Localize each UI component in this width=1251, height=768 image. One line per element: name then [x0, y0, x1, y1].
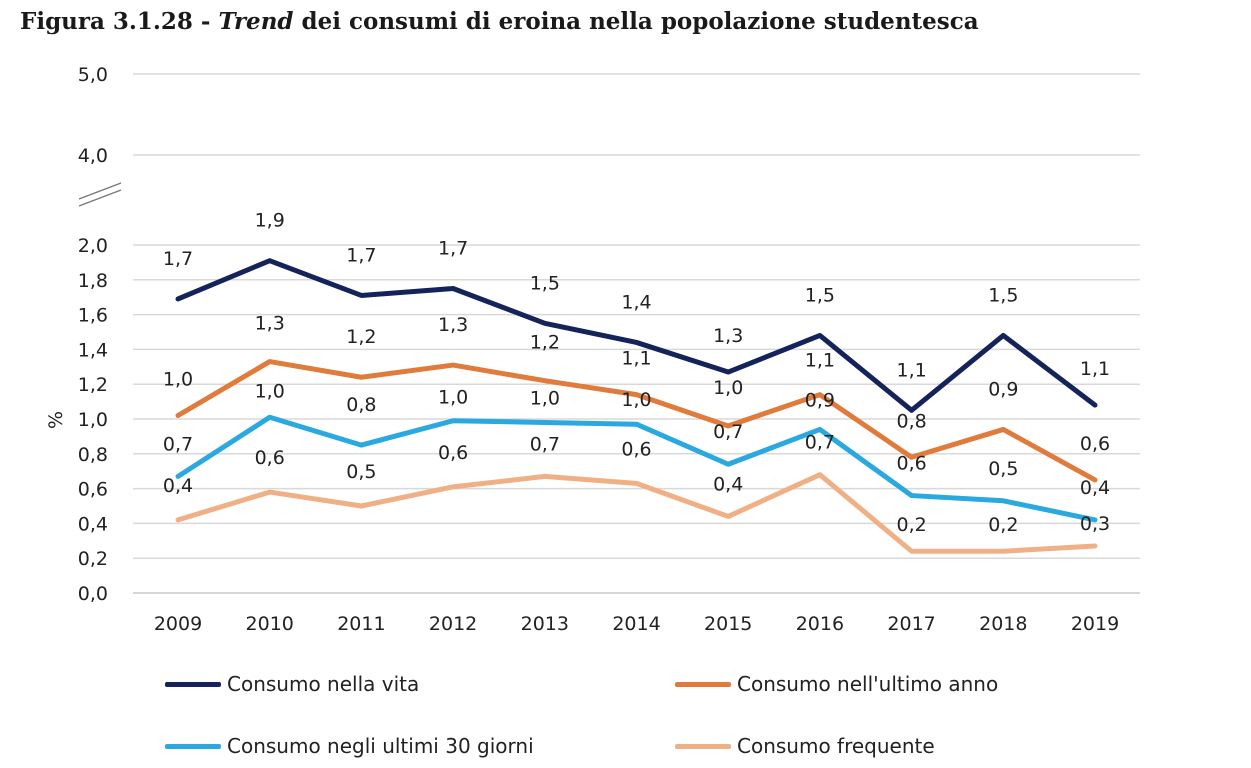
data-label: 1,2	[530, 332, 560, 354]
y-tick-label: 5,0	[78, 64, 108, 86]
data-label: 1,5	[805, 284, 835, 306]
y-tick-label: 0,2	[78, 548, 108, 570]
legend-label: Consumo negli ultimi 30 giorni	[227, 734, 534, 758]
data-label: 0,7	[713, 421, 743, 443]
y-tick-label: 1,0	[78, 409, 108, 431]
data-label: 0,4	[163, 475, 193, 497]
data-label: 0,8	[896, 410, 926, 432]
axis-break-line	[78, 189, 122, 207]
data-label: 0,2	[896, 514, 926, 536]
y-axis-ticks: 0,0 0,2 0,4 0,6 0,8 1,0 1,2 1,4 1,6 1,8 2,0 4,0 5,0	[78, 64, 108, 605]
x-axis-ticks: 2009 2010 2011 2012 2013 2014 2015 2016 2017 2018…	[154, 613, 1119, 635]
x-tick-label: 2010	[246, 613, 294, 635]
legend-item: Consumo frequente	[675, 734, 935, 758]
data-label: 0,4	[713, 473, 743, 495]
data-label: 1,1	[896, 359, 926, 381]
axis-break-mark	[78, 182, 122, 207]
x-tick-label: 2014	[612, 613, 660, 635]
data-label: 0,6	[621, 438, 651, 460]
data-label: 0,4	[1080, 477, 1110, 499]
data-label: 0,7	[805, 432, 835, 454]
data-label: 1,1	[1080, 358, 1110, 380]
line-chart: 0,00,20,40,60,81,01,21,41,61,82,04,05,0 …	[45, 64, 1140, 635]
data-label: 0,3	[1080, 513, 1110, 535]
data-label: 1,3	[255, 313, 285, 335]
data-label: 1,9	[255, 210, 285, 232]
data-label: 0,2	[988, 514, 1018, 536]
x-tick-label: 2015	[704, 613, 752, 635]
y-tick-label: 2,0	[78, 235, 108, 257]
data-label: 1,1	[621, 348, 651, 370]
data-label: 1,0	[438, 387, 468, 409]
x-tick-label: 2019	[1071, 613, 1119, 635]
y-axis-label: %	[45, 411, 67, 429]
data-label: 1,0	[530, 387, 560, 409]
axis-break-line	[78, 182, 122, 200]
data-label: 0,8	[346, 394, 376, 416]
series-lines	[175, 258, 1098, 554]
series-line-1	[175, 359, 1098, 483]
x-tick-label: 2013	[521, 613, 569, 635]
y-tick-label: 0,8	[78, 444, 108, 466]
data-label: 1,0	[255, 380, 285, 402]
legend-label: Consumo nella vita	[227, 672, 420, 696]
data-label: 1,0	[621, 389, 651, 411]
data-label: 1,7	[163, 248, 193, 270]
data-label: 1,0	[163, 369, 193, 391]
data-label: 0,6	[255, 447, 285, 469]
data-label: 1,5	[530, 272, 560, 294]
legend-item: Consumo nella vita	[165, 672, 419, 696]
data-label: 0,5	[988, 458, 1018, 480]
x-tick-label: 2012	[429, 613, 477, 635]
legend-swatch	[165, 681, 221, 687]
x-tick-label: 2009	[154, 613, 202, 635]
y-tick-label: 1,4	[78, 339, 108, 361]
x-tick-label: 2016	[796, 613, 844, 635]
legend-item: Consumo nell'ultimo anno	[675, 672, 998, 696]
series-line-0	[175, 258, 1098, 413]
y-tick-label: 0,6	[78, 479, 108, 501]
data-label: 1,1	[805, 350, 835, 372]
y-tick-label: 1,2	[78, 374, 108, 396]
legend-item: Consumo negli ultimi 30 giorni	[165, 734, 534, 758]
y-tick-label: 1,8	[78, 270, 108, 292]
legend-swatch	[675, 743, 731, 749]
data-label: 1,3	[438, 314, 468, 336]
data-label: 1,7	[438, 238, 468, 260]
data-label: 0,7	[530, 433, 560, 455]
x-tick-label: 2018	[979, 613, 1027, 635]
gridlines	[133, 73, 1140, 594]
data-label: 0,9	[805, 389, 835, 411]
data-label: 0,6	[438, 442, 468, 464]
data-label: 1,5	[988, 284, 1018, 306]
data-label: 1,2	[346, 326, 376, 348]
series-line-3	[175, 472, 1098, 554]
data-label: 0,9	[988, 378, 1018, 400]
data-label: 0,6	[896, 453, 926, 475]
y-tick-label: 0,4	[78, 513, 108, 535]
data-label: 0,7	[163, 433, 193, 455]
legend-swatch	[675, 681, 731, 687]
data-label: 1,7	[346, 244, 376, 266]
y-tick-label: 4,0	[78, 145, 108, 167]
data-label: 0,5	[346, 461, 376, 483]
y-tick-label: 1,6	[78, 305, 108, 327]
x-tick-label: 2017	[887, 613, 935, 635]
y-tick-label: 0,0	[78, 583, 108, 605]
data-label: 0,6	[1080, 433, 1110, 455]
figure-title: Figura 3.1.28 - Trend dei consumi di ero…	[20, 8, 979, 35]
data-label: 1,4	[621, 291, 651, 313]
data-label: 1,3	[713, 325, 743, 347]
data-labels: 1,7 1,9 1,7 1,7 1,5 1,4 1,3 1,5 1,1 1,5 1,1 1,0 1,3 1…	[163, 210, 1110, 537]
data-label: 1,0	[713, 377, 743, 399]
legend-label: Consumo frequente	[737, 734, 935, 758]
series-line-2	[175, 414, 1098, 523]
legend-swatch	[165, 743, 221, 749]
legend-label: Consumo nell'ultimo anno	[737, 672, 999, 696]
x-tick-label: 2011	[337, 613, 385, 635]
